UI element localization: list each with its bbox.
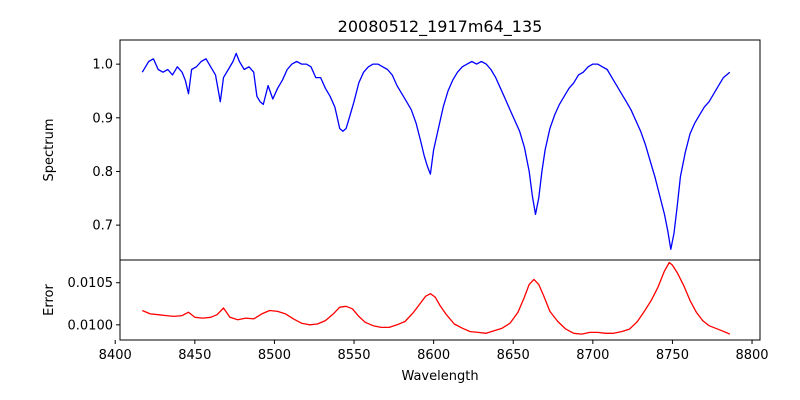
spectrum-y-tick-label: 0.7 — [92, 219, 113, 234]
x-tick-label: 8450 — [178, 348, 211, 363]
error-panel-frame — [119, 259, 761, 341]
error-y-tick-label: 0.0100 — [68, 318, 114, 333]
x-tick-label: 8500 — [258, 348, 291, 363]
spectrum-y-tick-label: 1.0 — [92, 58, 113, 73]
plot-layer: 0.7 0.8 0.9 1.0 0.0100 0.0105 8400 8450 8500 8550… — [68, 39, 769, 363]
spectrum-y-tick-label: 0.9 — [92, 111, 113, 126]
x-tick-label: 8400 — [99, 348, 132, 363]
spectrum-y-tick-label: 0.8 — [92, 165, 113, 180]
spectrum-panel-frame — [119, 39, 761, 261]
chart-title: 20080512_1917m64_135 — [338, 17, 543, 37]
x-tick-label: 8700 — [576, 348, 609, 363]
error-series-line — [142, 261, 731, 335]
x-tick-label: 8650 — [497, 348, 530, 363]
x-tick-label: 8800 — [735, 348, 768, 363]
x-axis-label: Wavelength — [401, 369, 478, 384]
error-y-tick-label: 0.0105 — [68, 276, 114, 291]
x-tick-label: 8750 — [656, 348, 689, 363]
spectrum-series-line — [141, 52, 731, 250]
x-tick-label: 8600 — [417, 348, 450, 363]
spectrum-y-axis-label: Spectrum — [42, 119, 57, 182]
error-y-axis-label: Error — [42, 284, 57, 316]
x-tick-label: 8550 — [337, 348, 370, 363]
